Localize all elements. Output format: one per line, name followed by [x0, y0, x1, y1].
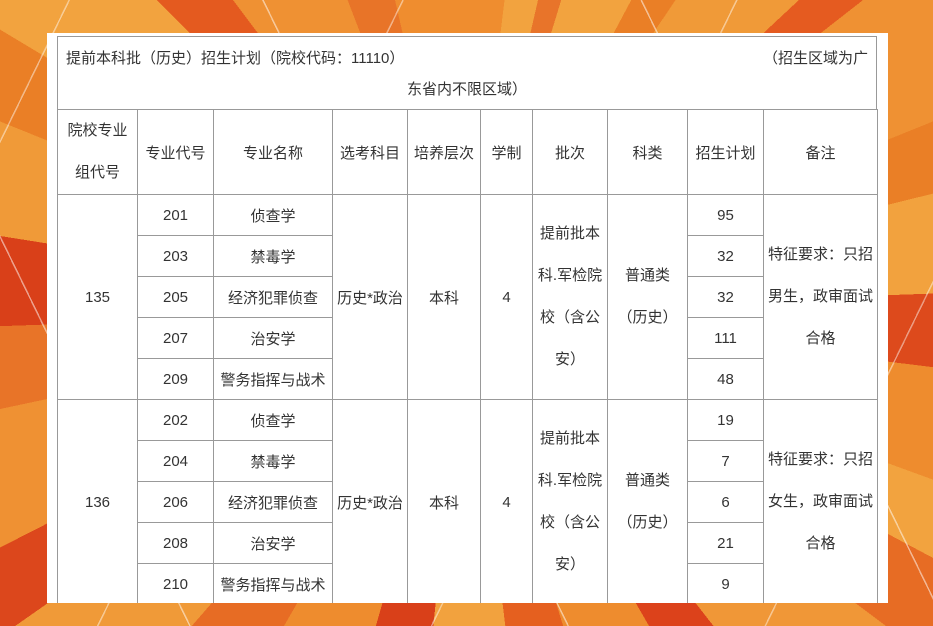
major-code-cell: 202: [137, 399, 214, 441]
plan-count-cell: 9: [687, 563, 764, 603]
subject-requirement-cell: 历史*政治: [332, 399, 408, 603]
education-level-cell: 本科: [407, 399, 481, 603]
major-name-cell: 禁毒学: [213, 440, 333, 482]
column-header-2: 专业名称: [213, 109, 333, 195]
admission-plan-table: 院校专业 组代号 专业代号 专业名称 选考科目 培养层次 学制 批次 科类 招生计划 备注 135…: [57, 109, 878, 603]
table-row: 208 治安学 21: [58, 522, 878, 564]
plan-count-cell: 48: [687, 358, 764, 400]
major-name-cell: 治安学: [213, 522, 333, 564]
table-row: 203 禁毒学 32: [58, 235, 878, 277]
column-header-3: 选考科目: [332, 109, 408, 195]
category-cell: 普通类 （历史）: [607, 399, 688, 603]
table-row: 206 经济犯罪侦查 6: [58, 481, 878, 523]
major-code-cell: 207: [137, 317, 214, 359]
title-region-text-part1: （招生区域为广: [762, 50, 868, 67]
column-header-9: 备注: [763, 109, 878, 195]
table-row: 207 治安学 111: [58, 317, 878, 359]
education-level-cell: 本科: [407, 194, 481, 400]
major-name-cell: 经济犯罪侦查: [213, 481, 333, 523]
table-header: 院校专业 组代号 专业代号 专业名称 选考科目 培养层次 学制 批次 科类 招生计划 备注: [57, 109, 878, 195]
table-row: 135 201 侦查学 历史*政治 本科 4 提前批本 科.军检院 校（含公 安） 普通类 （…: [57, 194, 878, 400]
column-header-1: 专业代号: [137, 109, 214, 195]
document-title-cell: 提前本科批（历史）招生计划（院校代码：11110） （招生区域为广 东省内不限区…: [57, 36, 877, 110]
plan-count-cell: 19: [687, 399, 764, 441]
major-name-cell: 禁毒学: [213, 235, 333, 277]
column-header-0: 院校专业 组代号: [57, 109, 138, 195]
major-code-cell: 206: [137, 481, 214, 523]
table-row: 209 警务指挥与战术 48: [58, 358, 878, 400]
major-name-cell: 经济犯罪侦查: [213, 276, 333, 318]
plan-count-cell: 111: [687, 317, 764, 359]
batch-cell: 提前批本 科.军检院 校（含公 安）: [532, 194, 608, 400]
major-code-cell: 210: [137, 563, 214, 603]
major-code-cell: 208: [137, 522, 214, 564]
table-body: 135 201 侦查学 历史*政治 本科 4 提前批本 科.军检院 校（含公 安） 普通类 （…: [57, 194, 878, 603]
table-row: 204 禁毒学 7: [58, 440, 878, 482]
table-row: 136 202 侦查学 历史*政治 本科 4 提前批本 科.军检院 校（含公 安） 普通类 （…: [57, 399, 878, 603]
remark-cell: 特征要求：只招 女生，政审面试 合格: [763, 399, 878, 603]
major-name-cell: 侦查学: [213, 194, 333, 236]
column-header-8: 招生计划: [687, 109, 764, 195]
column-header-4: 培养层次: [407, 109, 481, 195]
column-header-6: 批次: [532, 109, 608, 195]
title-region-text-part2: 东省内不限区域）: [406, 81, 527, 98]
major-name-cell: 治安学: [213, 317, 333, 359]
document-panel: 提前本科批（历史）招生计划（院校代码：11110） （招生区域为广 东省内不限区…: [47, 33, 888, 603]
remark-cell: 特征要求：只招 男生，政审面试 合格: [763, 194, 878, 400]
major-code-cell: 209: [137, 358, 214, 400]
plan-count-cell: 95: [687, 194, 764, 236]
subject-requirement-cell: 历史*政治: [332, 194, 408, 400]
category-cell: 普通类 （历史）: [607, 194, 688, 400]
column-header-7: 科类: [607, 109, 688, 195]
title-line-1: 提前本科批（历史）招生计划（院校代码：11110） （招生区域为广: [66, 47, 868, 68]
table-row: 205 经济犯罪侦查 32: [58, 276, 878, 318]
plan-count-cell: 32: [687, 235, 764, 277]
group-code-cell: 136: [57, 399, 138, 603]
plan-count-cell: 7: [687, 440, 764, 482]
major-code-cell: 203: [137, 235, 214, 277]
duration-cell: 4: [480, 194, 533, 400]
duration-cell: 4: [480, 399, 533, 603]
plan-count-cell: 6: [687, 481, 764, 523]
major-name-cell: 侦查学: [213, 399, 333, 441]
major-code-cell: 205: [137, 276, 214, 318]
major-name-cell: 警务指挥与战术: [213, 563, 333, 603]
column-header-5: 学制: [480, 109, 533, 195]
major-code-cell: 201: [137, 194, 214, 236]
plan-count-cell: 32: [687, 276, 764, 318]
group-code-cell: 135: [57, 194, 138, 400]
title-main-text: 提前本科批（历史）招生计划（院校代码：11110）: [66, 50, 405, 67]
header-row: 院校专业 组代号 专业代号 专业名称 选考科目 培养层次 学制 批次 科类 招生计划 备注: [57, 109, 878, 195]
plan-count-cell: 21: [687, 522, 764, 564]
admission-plan-document: 提前本科批（历史）招生计划（院校代码：11110） （招生区域为广 东省内不限区…: [57, 36, 878, 603]
major-code-cell: 204: [137, 440, 214, 482]
batch-cell: 提前批本 科.军检院 校（含公 安）: [532, 399, 608, 603]
table-row: 210 警务指挥与战术 9: [58, 563, 878, 603]
major-name-cell: 警务指挥与战术: [213, 358, 333, 400]
